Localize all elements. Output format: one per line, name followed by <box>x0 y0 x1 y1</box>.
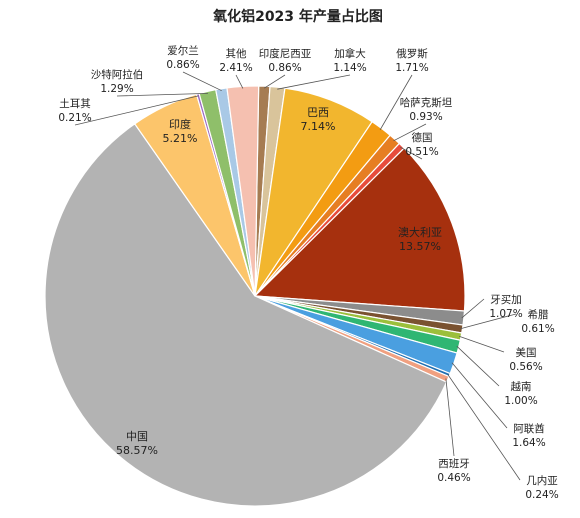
slice-label-19: 其他 2.41% <box>219 47 252 74</box>
slice-label-2: 巴西 7.14% <box>301 106 336 133</box>
leader-line-10 <box>456 345 500 387</box>
slice-label-18: 爱尔兰 0.86% <box>166 44 199 71</box>
leader-line-3 <box>379 74 413 131</box>
slice-label-3: 俄罗斯 1.71% <box>395 47 428 74</box>
slice-label-10: 越南 1.00% <box>504 380 537 407</box>
leader-line-0 <box>263 74 286 89</box>
leader-line-5 <box>400 146 423 160</box>
slice-label-14: 中国 58.57% <box>116 430 158 457</box>
slice-19 <box>226 85 260 297</box>
slice-label-13: 西班牙 0.46% <box>437 458 470 484</box>
slice-label-11: 阿联酋 1.64% <box>512 422 545 449</box>
slice-label-6: 澳大利亚 13.57% <box>398 225 442 253</box>
slice-label-8: 希腊 0.61% <box>521 308 554 335</box>
slice-label-12: 几内亚 0.24% <box>525 474 558 501</box>
leader-line-13 <box>445 378 455 457</box>
leader-lines <box>74 71 521 481</box>
slice-labels: 印度尼西亚 0.86% 加拿大 1.14% 巴西 7.14% 俄罗斯 1.71% 哈萨克斯坦 0.… <box>58 44 558 501</box>
leader-line-1 <box>277 74 351 90</box>
slice-label-15: 印度 5.21% <box>163 117 198 145</box>
leader-line-17 <box>116 93 208 97</box>
slice-label-9: 美国 0.56% <box>509 346 542 373</box>
slice-label-17: 沙特阿拉伯 1.29% <box>91 68 144 95</box>
slice-6 <box>253 147 466 312</box>
chart-title: 氧化铝2023 年产量占比图 <box>212 8 383 25</box>
leader-line-12 <box>447 374 521 481</box>
leader-line-19 <box>235 74 244 89</box>
slice-label-1: 加拿大 1.14% <box>333 47 366 74</box>
pie-slices <box>44 85 466 507</box>
leader-line-9 <box>458 335 505 353</box>
slice-label-4: 哈萨克斯坦 0.93% <box>400 96 453 123</box>
leader-line-11 <box>451 362 508 429</box>
slice-label-7: 牙买加 1.07% <box>489 294 522 320</box>
slice-label-5: 德国 0.51% <box>405 131 438 158</box>
slice-14 <box>44 122 448 507</box>
leader-line-4 <box>393 123 427 142</box>
leader-line-18 <box>182 71 222 92</box>
slice-label-0: 印度尼西亚 0.86% <box>259 47 312 74</box>
slice-label-16: 土耳其 0.21% <box>58 97 91 124</box>
leader-line-8 <box>460 313 517 330</box>
leader-line-16 <box>74 95 199 126</box>
leader-line-7 <box>461 298 485 319</box>
